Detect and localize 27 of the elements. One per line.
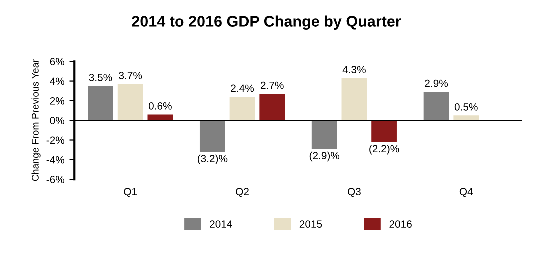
y-axis-title: Change From Previous Year	[32, 60, 41, 182]
x-tick-label: Q2	[236, 188, 249, 198]
data-label: 2.9%	[425, 80, 448, 88]
y-tick-label: -6%	[46, 176, 65, 184]
x-tick-label: Q3	[348, 188, 361, 198]
data-label: 3.7%	[119, 72, 142, 80]
data-label: 2.4%	[231, 84, 254, 92]
data-label: 3.5%	[89, 74, 112, 82]
x-tick-label: Q4	[460, 188, 474, 198]
legend-label: 2014	[210, 220, 232, 228]
data-label: (2.9)%	[310, 152, 340, 162]
y-tick-label: 2%	[50, 97, 65, 105]
data-label: 0.6%	[148, 102, 172, 110]
x-tick-label: Q1	[124, 188, 138, 198]
y-tick-label: 6%	[50, 58, 65, 66]
y-tick-label: -4%	[46, 156, 65, 164]
y-tick-label: 0%	[50, 117, 65, 124]
data-label: 2.7%	[261, 82, 284, 90]
legend-label: 2016	[390, 220, 412, 228]
y-tick-label: -2%	[46, 136, 65, 144]
chart-title: 2014 to 2016 GDP Change by Quarter	[132, 16, 402, 30]
data-label: (3.2)%	[198, 154, 228, 165]
data-label: 4.3%	[342, 66, 366, 74]
legend-label: 2015	[300, 220, 322, 228]
y-tick-label: 4%	[50, 78, 65, 86]
data-label: 0.5%	[454, 103, 478, 111]
data-label: (2.2)%	[370, 144, 400, 155]
